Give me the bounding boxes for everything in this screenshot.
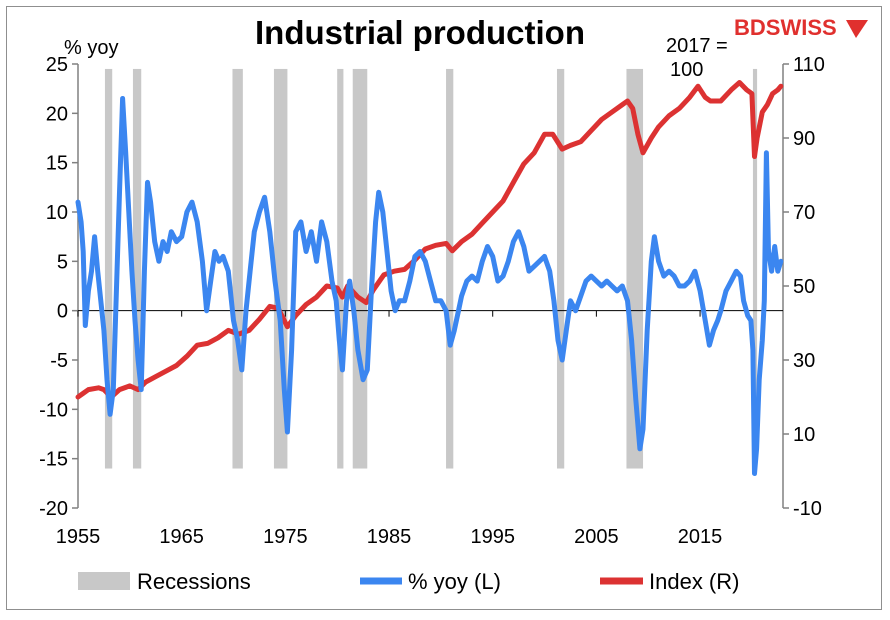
- left-tick-label: 5: [57, 251, 68, 273]
- right-axis-label-line1: 2017 =: [666, 35, 728, 57]
- recession-band: [446, 68, 454, 469]
- brand-swiss: SWISS: [766, 15, 837, 40]
- legend-swatch-recessions: [78, 572, 130, 590]
- brand-bd: BD: [734, 15, 766, 40]
- recession-bands: [104, 68, 758, 469]
- recession-band: [556, 68, 565, 469]
- right-tick-label: -10: [793, 498, 822, 520]
- x-tick-label: 1985: [367, 526, 412, 548]
- x-tick-label: 2005: [574, 526, 619, 548]
- left-tick-label: 25: [46, 54, 68, 76]
- left-tick-label: -15: [39, 449, 68, 471]
- bdswiss-logo: BDSWISS: [734, 15, 868, 40]
- left-tick-label: 15: [46, 153, 68, 175]
- series-line-yoy: [75, 96, 784, 476]
- axes: [72, 63, 789, 509]
- x-tick-label: 2015: [678, 526, 723, 548]
- right-tick-label: 30: [793, 350, 815, 372]
- left-tick-label: 10: [46, 202, 68, 224]
- legend-label-index: Index (R): [649, 569, 739, 594]
- brand-logo-text: BDSWISS: [734, 15, 837, 40]
- x-tick-label: 1975: [263, 526, 308, 548]
- left-tick-label: 0: [57, 301, 68, 323]
- left-tick-label: 20: [46, 103, 68, 125]
- left-tick-label: -10: [39, 399, 68, 421]
- x-tick-label: 1955: [56, 526, 101, 548]
- left-tick-label: -20: [39, 498, 68, 520]
- right-tick-label: 10: [793, 424, 815, 446]
- right-tick-label: 90: [793, 128, 815, 150]
- right-tick-label: 50: [793, 276, 815, 298]
- series-lines: [75, 80, 784, 476]
- recession-band: [352, 68, 368, 469]
- right-axis-label-line2: 100: [670, 59, 703, 81]
- recession-band: [337, 68, 344, 469]
- legend-label-yoy: % yoy (L): [408, 569, 501, 594]
- tick-labels: 2520151050-5-10-15-201109070503010-10195…: [39, 54, 825, 548]
- legend-label-recessions: Recessions: [137, 569, 251, 594]
- left-tick-label: -5: [50, 350, 68, 372]
- recession-band: [232, 68, 243, 469]
- right-tick-label: 70: [793, 202, 815, 224]
- series-line-index: [75, 80, 784, 400]
- chart-title: Industrial production: [255, 14, 585, 51]
- left-axis-label: % yoy: [64, 37, 118, 59]
- recession-band: [104, 68, 113, 469]
- recession-band: [752, 68, 758, 469]
- recession-band: [132, 68, 142, 469]
- recession-band: [626, 68, 644, 469]
- x-tick-label: 1995: [470, 526, 515, 548]
- legend: Recessions % yoy (L) Index (R): [78, 569, 739, 594]
- right-tick-label: 110: [793, 54, 825, 76]
- brand-arrow-icon: [846, 20, 868, 38]
- x-tick-label: 1965: [159, 526, 204, 548]
